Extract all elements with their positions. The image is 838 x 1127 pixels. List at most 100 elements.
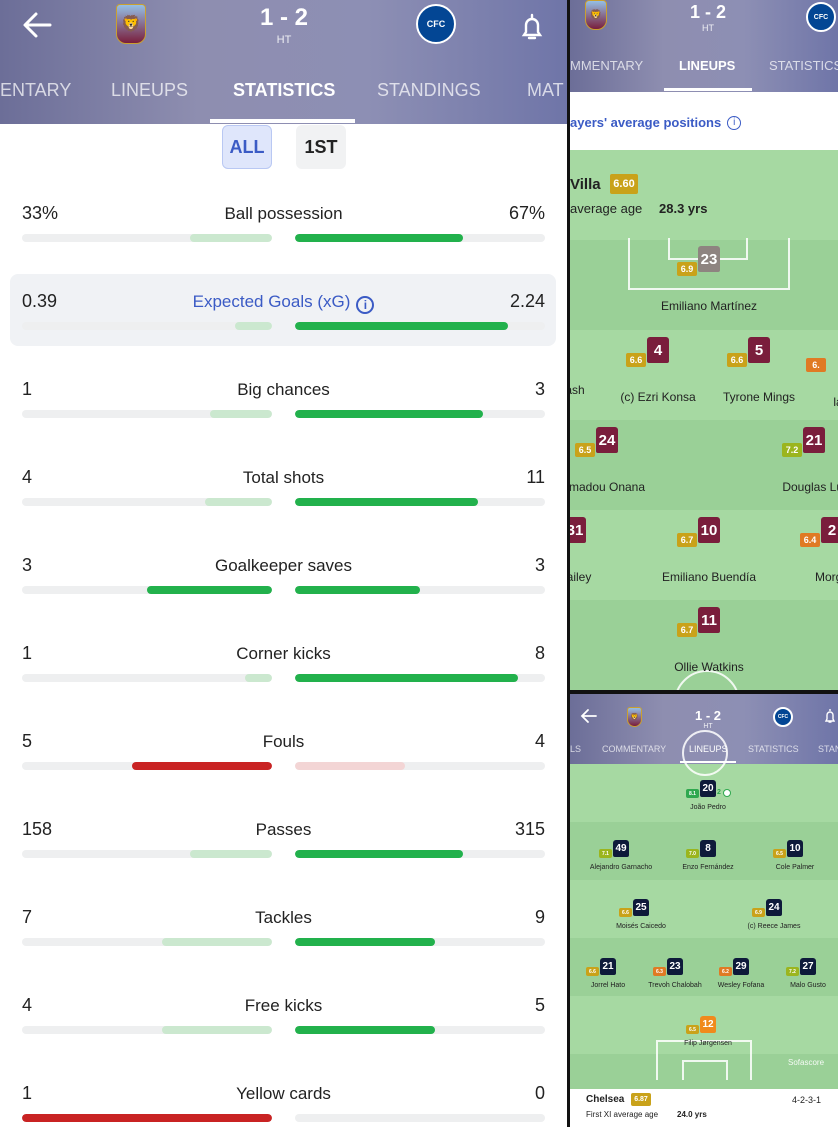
match-score: 1 - 2 (689, 2, 727, 22)
stat-label: Corner kicks (0, 644, 567, 664)
tab-statistics[interactable]: STATISTICS (769, 58, 838, 73)
stat-label-text: Goalkeeper saves (214, 556, 353, 575)
chelsea-crest-icon[interactable]: CFC (806, 2, 836, 32)
tab-standings[interactable]: STANDINGS (377, 80, 481, 100)
stat-away-value: 0 (534, 1083, 545, 1103)
stat-label-text: Corner kicks (236, 644, 331, 663)
stat-row: 5 4 Fouls (0, 728, 567, 798)
stat-home-bar (22, 498, 272, 506)
team-name: Chelsea (586, 1094, 625, 1105)
player-shirt: 29 (733, 958, 749, 975)
tab-matches[interactable]: MAT (527, 80, 564, 100)
villa-pitch (570, 150, 838, 690)
player-rating: 8.1 (686, 789, 699, 798)
stat-label-text: Big chances (237, 380, 330, 399)
player-name: Emiliano Buendía (661, 570, 757, 584)
tab-matches[interactable]: LS (570, 744, 582, 754)
stat-home-fill (189, 234, 272, 242)
stat-away-bar (295, 322, 545, 330)
player-name: Moisés Caicedo (616, 923, 666, 930)
player-rating: 6.6 (586, 967, 599, 976)
team-rating-badge: 6.87 (631, 1093, 651, 1106)
tab-lineups[interactable]: LINEUPS (111, 80, 189, 100)
penalty-box (656, 1040, 752, 1080)
goal-count: 2 (717, 789, 721, 796)
average-age-label: average age (570, 201, 643, 216)
tab-commentary[interactable]: ENTARY (0, 80, 72, 100)
aston-villa-crest-icon[interactable]: 🦁 (116, 4, 146, 44)
player-name: Ollie Watkins (674, 660, 744, 674)
stat-home-value: 7 (22, 907, 33, 927)
back-arrow-icon[interactable] (580, 708, 598, 724)
player-rating: 7.0 (686, 849, 699, 858)
info-icon[interactable]: i (727, 115, 742, 130)
stat-home-fill (132, 762, 272, 770)
aston-villa-crest-icon[interactable]: 🦁 (585, 0, 607, 30)
back-arrow-icon[interactable] (20, 10, 54, 40)
stat-home-fill (234, 322, 272, 330)
tab-lineups[interactable]: LINEUPS (679, 58, 736, 73)
match-score: 1 - 2 (259, 4, 309, 31)
chelsea-crest-icon[interactable]: CFC (416, 4, 456, 44)
stat-away-fill (295, 234, 463, 242)
stat-label[interactable]: Expected Goals (xG) i (0, 292, 567, 314)
info-icon[interactable]: i (356, 296, 375, 314)
tab-statistics[interactable]: STATISTICS (748, 744, 799, 754)
goal-ball-icon (723, 789, 731, 797)
active-tab-indicator (664, 88, 752, 91)
match-header: 🦁 1 - 2 HT CFC ENTARY LINEUPS STATISTICS… (0, 0, 567, 124)
stat-away-value: 9 (534, 907, 545, 927)
notification-bell-icon[interactable] (823, 708, 837, 724)
average-age-label: First XI average age (586, 1110, 659, 1119)
player-shirt: 49 (613, 840, 629, 857)
stat-home-fill (189, 850, 272, 858)
stat-label-text: Ball possession (224, 204, 343, 223)
average-age-value: 24.0 yrs (677, 1110, 707, 1119)
stat-away-value: 3 (534, 555, 545, 575)
stat-away-fill (295, 938, 435, 946)
stat-away-bar (295, 1026, 545, 1034)
filter-first-half-button[interactable]: 1ST (296, 125, 346, 169)
stat-away-bar (295, 850, 545, 858)
tab-commentary[interactable]: MMENTARY (570, 58, 644, 73)
stat-home-fill (162, 1026, 272, 1034)
tab-statistics[interactable]: STATISTICS (233, 80, 336, 100)
stat-row: 1 0 Yellow cards (0, 1080, 567, 1127)
team-summary (570, 1089, 838, 1127)
stat-away-value: 5 (534, 995, 545, 1015)
stat-home-value: 1 (22, 1083, 33, 1103)
player-rating: 6.9 (752, 908, 765, 917)
tab-standings[interactable]: STAN (818, 744, 838, 754)
stat-home-fill (209, 410, 272, 418)
average-positions-title: ayers' average positions (570, 115, 722, 130)
stat-away-fill (295, 762, 405, 770)
stat-label-text: Total shots (242, 468, 325, 487)
player-shirt: 8 (700, 840, 716, 857)
player-name: Morga (814, 570, 838, 584)
stat-home-bar (22, 762, 272, 770)
stat-label: Free kicks (0, 996, 567, 1016)
tab-commentary[interactable]: COMMENTARY (602, 744, 667, 754)
stat-away-fill (295, 674, 518, 682)
stat-home-value: 1 (22, 643, 33, 663)
filter-all-button[interactable]: ALL (222, 125, 272, 169)
average-age-value: 28.3 yrs (659, 201, 708, 216)
average-positions-bar[interactable]: ayers' average positions i (570, 100, 838, 145)
player-shirt: 24 (766, 899, 782, 916)
stat-away-bar (295, 410, 545, 418)
player-name: Trevoh Chalobah (648, 982, 702, 989)
player-name: la (833, 395, 838, 409)
stat-home-bar (22, 938, 272, 946)
player-name: (c) Reece James (747, 923, 801, 930)
chelsea-crest-icon[interactable]: CFC (773, 707, 793, 727)
player-rating: 6.7 (677, 623, 697, 637)
notification-bell-icon[interactable] (518, 12, 546, 42)
stat-home-fill (204, 498, 272, 506)
player-shirt: 10 (787, 840, 803, 857)
stat-label: Fouls (0, 732, 567, 752)
player-shirt: 21 (803, 427, 825, 453)
stat-away-fill (295, 322, 508, 330)
aston-villa-crest-icon[interactable]: 🦁 (627, 707, 642, 727)
statistics-screen: 🦁 1 - 2 HT CFC ENTARY LINEUPS STATISTICS… (0, 0, 567, 1127)
player-rating: 6.5 (686, 1025, 699, 1034)
